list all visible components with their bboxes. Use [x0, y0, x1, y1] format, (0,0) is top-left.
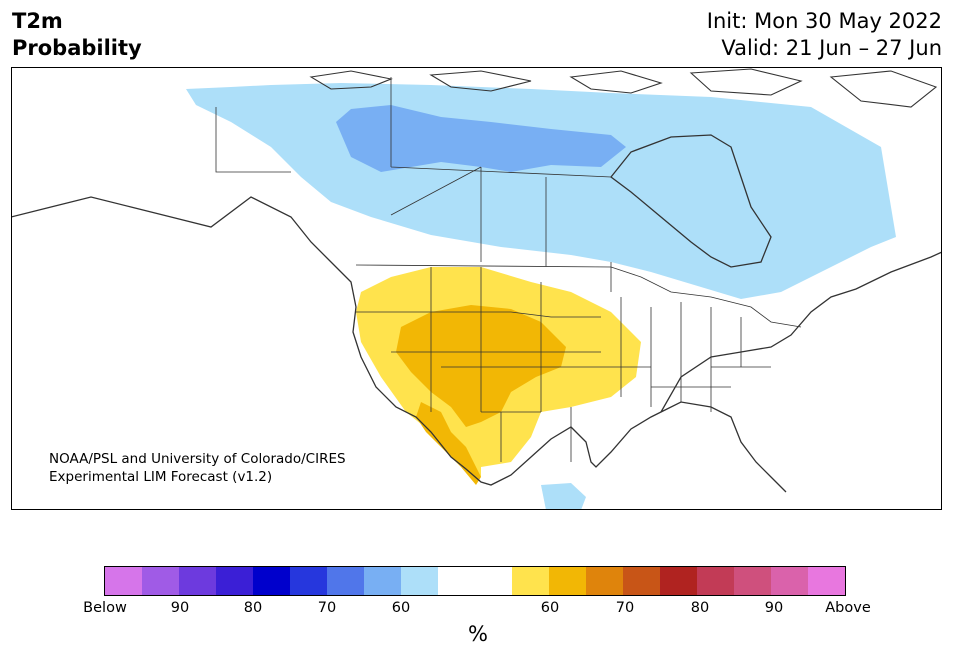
arctic-islands — [309, 68, 938, 108]
colorbar-tick-70-below: 70 — [317, 600, 337, 616]
credit-text: NOAA/PSL and University of Colorado/CIRE… — [49, 450, 346, 486]
map-svg — [11, 67, 942, 510]
colorbar-swatch — [142, 567, 179, 595]
colorbar-tick-90-above: 90 — [764, 600, 784, 616]
credit-line-1: NOAA/PSL and University of Colorado/CIRE… — [49, 451, 346, 467]
colorbar-swatch — [512, 567, 549, 595]
colorbar-tick-90-below: 90 — [170, 600, 190, 616]
colorbar-swatch — [253, 567, 290, 595]
colorbar-swatch — [586, 567, 623, 595]
colorbar-swatch — [475, 567, 512, 595]
valid-range: Valid: 21 Jun – 27 Jun — [721, 36, 942, 60]
colorbar-tick-60-below: 60 — [391, 600, 411, 616]
colorbar-swatch — [105, 567, 142, 595]
title-line-2: Probability — [12, 36, 142, 60]
colorbar-tick-80-below: 80 — [243, 600, 263, 616]
colorbar-swatch — [660, 567, 697, 595]
colorbar-swatch — [179, 567, 216, 595]
colorbar-swatch — [216, 567, 253, 595]
credit-line-2: Experimental LIM Forecast (v1.2) — [49, 469, 273, 485]
colorbar-swatch — [734, 567, 771, 595]
title-line-1: T2m — [12, 9, 63, 33]
colorbar-swatch — [808, 567, 845, 595]
colorbar-swatch — [549, 567, 586, 595]
colorbar-swatch — [438, 567, 475, 595]
colorbar-swatch — [327, 567, 364, 595]
above-60-baja — [416, 402, 481, 485]
colorbar-tick-above: Above — [825, 600, 871, 616]
colorbar-swatch — [623, 567, 660, 595]
colorbar-unit: % — [468, 622, 488, 646]
colorbar-tick-80-above: 80 — [690, 600, 710, 616]
forecast-map — [11, 67, 942, 510]
below-normal-region-gulf — [541, 483, 586, 510]
colorbar-swatch — [697, 567, 734, 595]
colorbar-tick-70-above: 70 — [615, 600, 635, 616]
colorbar-tick-below: Below — [83, 600, 127, 616]
chart-title: T2m Probability — [12, 8, 142, 62]
coastline — [11, 196, 942, 493]
below-60-region — [336, 105, 626, 172]
political-borders — [215, 77, 802, 462]
colorbar-swatch — [771, 567, 808, 595]
colorbar-swatch — [290, 567, 327, 595]
colorbar-tick-60-above: 60 — [540, 600, 560, 616]
colorbar-swatch — [401, 567, 438, 595]
init-date: Init: Mon 30 May 2022 — [706, 9, 942, 33]
hudson-bay — [610, 134, 772, 268]
forecast-dates: Init: Mon 30 May 2022 Valid: 21 Jun – 27… — [707, 8, 942, 62]
colorbar-swatch — [364, 567, 401, 595]
colorbar — [104, 566, 846, 596]
